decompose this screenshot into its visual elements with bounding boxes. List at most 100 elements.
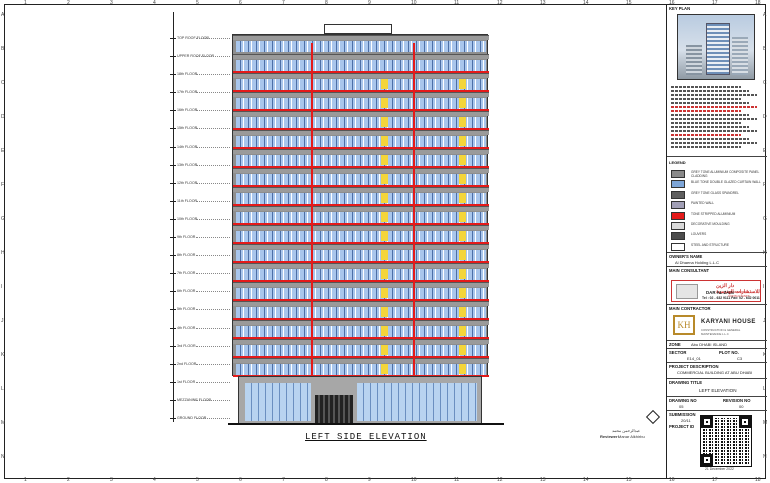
- consultant-mark-icon: [676, 284, 698, 299]
- grid-column-number: 8: [325, 477, 328, 483]
- level-tick: [170, 345, 176, 347]
- legend-text: GREY TONE GLASS SPANDREL: [691, 190, 739, 195]
- podium-facade: [238, 376, 482, 424]
- level-label: 5th FLOOR: [177, 307, 196, 312]
- level-marker: 13th FLOOR: [160, 161, 230, 169]
- level-leader: [196, 38, 230, 39]
- note-line: [671, 90, 749, 92]
- legend-swatch: [671, 222, 685, 230]
- grid-row-letter: D: [763, 114, 767, 120]
- drawing-title-label: DRAWING TITLE: [669, 380, 703, 385]
- grid-column-number: 15: [626, 0, 632, 6]
- owner-value: Al Dhaena Holding L.L.C: [675, 260, 720, 265]
- grid-column-number: 5: [196, 0, 199, 6]
- grid-row-letter: H: [1, 250, 5, 256]
- level-marker: 6th FLOOR: [160, 287, 230, 295]
- floor-slab: [233, 263, 489, 268]
- title-block: KEY PLAN LEGEND GREY TONE ALUMINIUM COMP…: [666, 4, 767, 479]
- red-stripe-horizontal: [233, 280, 489, 282]
- level-label: MEZZANINE FLOOR: [177, 397, 212, 402]
- legend-item: GREY TONE ALUMINIUM COMPOSITE PANEL CLAD…: [671, 168, 765, 180]
- level-marker: 2nd FLOOR: [160, 360, 230, 368]
- level-leader: [196, 110, 230, 112]
- floor-slab: [233, 206, 489, 211]
- grid-column-number: 16: [669, 477, 675, 483]
- general-notes: [671, 86, 763, 152]
- level-marker: 7th FLOOR: [160, 269, 230, 277]
- grid-column-number: 12: [497, 477, 503, 483]
- yellow-panel: [381, 288, 388, 298]
- qr-finder-top-right: [739, 416, 751, 428]
- yellow-panel: [459, 231, 466, 241]
- level-label: 15th FLOOR: [177, 126, 198, 131]
- level-label: 12th FLOOR: [177, 180, 198, 185]
- issue-date: 21 December 2022: [705, 467, 734, 471]
- project-description-label: PROJECT DESCRIPTION: [669, 364, 719, 369]
- grid-row-letter: K: [763, 352, 767, 358]
- window-row: [236, 288, 486, 299]
- yellow-panel: [459, 345, 466, 355]
- level-marker: 16th FLOOR: [160, 106, 230, 114]
- zone-value: Abu DHABI ISLAND: [691, 342, 728, 347]
- grid-column-number: 2: [67, 0, 70, 6]
- reviewer-arabic-name: عبدالرحمن محمد: [612, 428, 641, 433]
- floor-slab: [233, 111, 489, 116]
- level-label: 7th FLOOR: [177, 271, 196, 276]
- legend-swatch: [671, 232, 685, 241]
- legend-item: BLUE TONE DOUBLE GLAZED CURTAIN WALL: [671, 178, 765, 190]
- level-leader: [196, 146, 230, 148]
- legend-swatch: [671, 211, 685, 220]
- note-line: [671, 146, 741, 148]
- level-label: 14th FLOOR: [177, 144, 198, 149]
- legend-swatch: [671, 170, 685, 178]
- yellow-panel: [381, 269, 388, 279]
- grid-row-letter: A: [763, 12, 767, 18]
- yellow-panel: [459, 98, 466, 108]
- submission-divider: [667, 410, 767, 411]
- yellow-panel: [459, 326, 466, 336]
- red-stripe-horizontal: [233, 109, 489, 111]
- legend-swatch: [671, 180, 685, 189]
- level-leader: [196, 327, 230, 329]
- level-leader: [196, 345, 230, 347]
- level-leader: [196, 363, 230, 365]
- level-leader: [196, 164, 230, 166]
- grid-column-number: 9: [368, 0, 371, 6]
- grid-row-letter: G: [763, 216, 767, 222]
- consultant-name: DAR AL ZAIN: [706, 290, 734, 295]
- key-plan-building-left: [686, 45, 702, 75]
- window-row: [236, 364, 486, 375]
- legend-swatch: [671, 190, 685, 199]
- level-label: 13th FLOOR: [177, 162, 198, 167]
- level-leader: [196, 92, 230, 94]
- note-line: [671, 130, 757, 132]
- level-leader: [196, 291, 230, 293]
- level-label: 18th FLOOR: [177, 72, 198, 77]
- level-marker: 8th FLOOR: [160, 251, 230, 259]
- level-label: GROUND FLOOR: [177, 416, 207, 420]
- qr-finder-top-left: [701, 416, 713, 428]
- floor-slab: [233, 282, 489, 287]
- floor-slab: [233, 35, 489, 40]
- building-elevation: [228, 24, 504, 425]
- level-tick: [170, 200, 176, 202]
- yellow-panel: [381, 155, 388, 165]
- consultant-logo: دار الزين للاستشارات الهندسية DAR AL ZAI…: [671, 280, 761, 302]
- main-entrance: [315, 395, 353, 423]
- grid-column-number: 16: [669, 0, 675, 6]
- grid-column-number: 4: [153, 477, 156, 483]
- yellow-panel: [459, 288, 466, 298]
- red-stripe-horizontal: [233, 356, 489, 358]
- window-row: [236, 174, 486, 185]
- drawing-no-value: 05: [679, 404, 684, 409]
- grid-row-letter: N: [1, 454, 5, 460]
- red-stripe-horizontal: [233, 204, 489, 206]
- level-leader: [196, 381, 230, 383]
- grid-row-letter: I: [763, 284, 765, 290]
- grid-column-number: 6: [239, 477, 242, 483]
- level-marker: MEZZANINE FLOOR: [160, 396, 230, 404]
- grid-row-letter: F: [763, 182, 767, 188]
- level-label: 2nd FLOOR: [177, 361, 197, 366]
- level-marker: 18th FLOOR: [160, 70, 230, 78]
- yellow-panel: [381, 136, 388, 146]
